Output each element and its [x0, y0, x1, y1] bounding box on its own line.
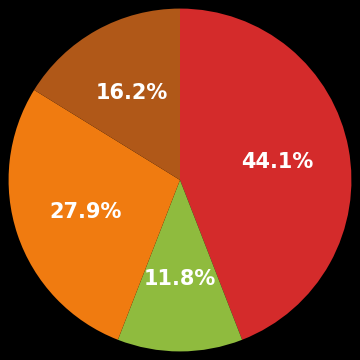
- Wedge shape: [9, 90, 180, 340]
- Wedge shape: [180, 9, 351, 340]
- Text: 27.9%: 27.9%: [50, 202, 122, 222]
- Wedge shape: [34, 9, 180, 180]
- Text: 44.1%: 44.1%: [242, 152, 314, 172]
- Wedge shape: [118, 180, 242, 351]
- Text: 11.8%: 11.8%: [144, 269, 216, 289]
- Text: 16.2%: 16.2%: [95, 83, 168, 103]
